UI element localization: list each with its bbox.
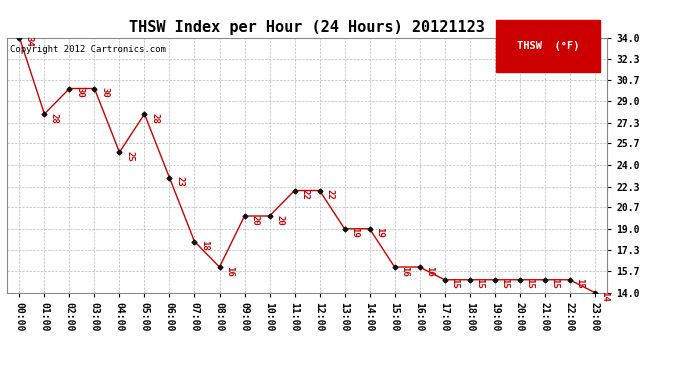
Text: 28: 28 [150,112,159,123]
Text: 18: 18 [200,240,209,251]
Text: 14: 14 [600,291,609,302]
Title: THSW Index per Hour (24 Hours) 20121123: THSW Index per Hour (24 Hours) 20121123 [129,20,485,35]
Text: 15: 15 [550,278,559,289]
Text: 15: 15 [500,278,509,289]
Text: 30: 30 [100,87,109,98]
Text: 16: 16 [225,266,234,276]
Text: 22: 22 [300,189,309,200]
Text: 19: 19 [350,227,359,238]
Text: 23: 23 [175,176,184,187]
Text: 16: 16 [425,266,434,276]
Text: 15: 15 [450,278,459,289]
Text: 16: 16 [400,266,409,276]
Text: 15: 15 [575,278,584,289]
Text: 34: 34 [25,36,34,47]
Text: 15: 15 [525,278,534,289]
Text: 22: 22 [325,189,334,200]
Text: THSW  (°F): THSW (°F) [518,41,580,51]
Text: 28: 28 [50,112,59,123]
Text: 20: 20 [275,214,284,225]
Text: 30: 30 [75,87,84,98]
Text: 15: 15 [475,278,484,289]
Text: Copyright 2012 Cartronics.com: Copyright 2012 Cartronics.com [10,45,166,54]
Text: 25: 25 [125,151,134,162]
Text: 19: 19 [375,227,384,238]
Text: 20: 20 [250,214,259,225]
